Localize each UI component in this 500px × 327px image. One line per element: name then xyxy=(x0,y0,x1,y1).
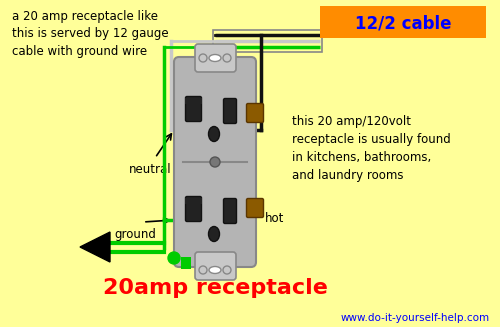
FancyBboxPatch shape xyxy=(181,257,191,269)
Circle shape xyxy=(210,157,220,167)
Circle shape xyxy=(199,54,207,62)
Ellipse shape xyxy=(209,267,221,273)
Ellipse shape xyxy=(208,127,220,142)
FancyBboxPatch shape xyxy=(320,6,486,38)
Text: this 20 amp/120volt
receptacle is usually found
in kitchens, bathrooms,
and laun: this 20 amp/120volt receptacle is usuall… xyxy=(292,115,451,182)
Ellipse shape xyxy=(209,55,221,61)
FancyBboxPatch shape xyxy=(246,198,264,217)
FancyBboxPatch shape xyxy=(185,98,202,104)
FancyBboxPatch shape xyxy=(186,96,202,122)
FancyBboxPatch shape xyxy=(174,57,256,267)
FancyBboxPatch shape xyxy=(186,197,202,221)
FancyBboxPatch shape xyxy=(224,98,236,124)
Text: 20amp receptacle: 20amp receptacle xyxy=(102,278,328,298)
Text: neutral: neutral xyxy=(128,163,172,176)
Text: hot: hot xyxy=(265,212,284,225)
FancyBboxPatch shape xyxy=(195,252,236,280)
FancyBboxPatch shape xyxy=(185,198,202,204)
Text: 12/2 cable: 12/2 cable xyxy=(355,14,451,32)
Circle shape xyxy=(223,266,231,274)
Text: www.do-it-yourself-help.com: www.do-it-yourself-help.com xyxy=(341,313,490,323)
Circle shape xyxy=(199,266,207,274)
FancyBboxPatch shape xyxy=(246,104,264,123)
FancyBboxPatch shape xyxy=(195,44,236,72)
Polygon shape xyxy=(80,232,110,262)
Text: ground: ground xyxy=(114,228,156,241)
Text: a 20 amp receptacle like
this is served by 12 gauge
cable with ground wire: a 20 amp receptacle like this is served … xyxy=(12,10,168,58)
Ellipse shape xyxy=(208,227,220,242)
Circle shape xyxy=(168,252,180,264)
FancyBboxPatch shape xyxy=(224,198,236,223)
Circle shape xyxy=(223,54,231,62)
